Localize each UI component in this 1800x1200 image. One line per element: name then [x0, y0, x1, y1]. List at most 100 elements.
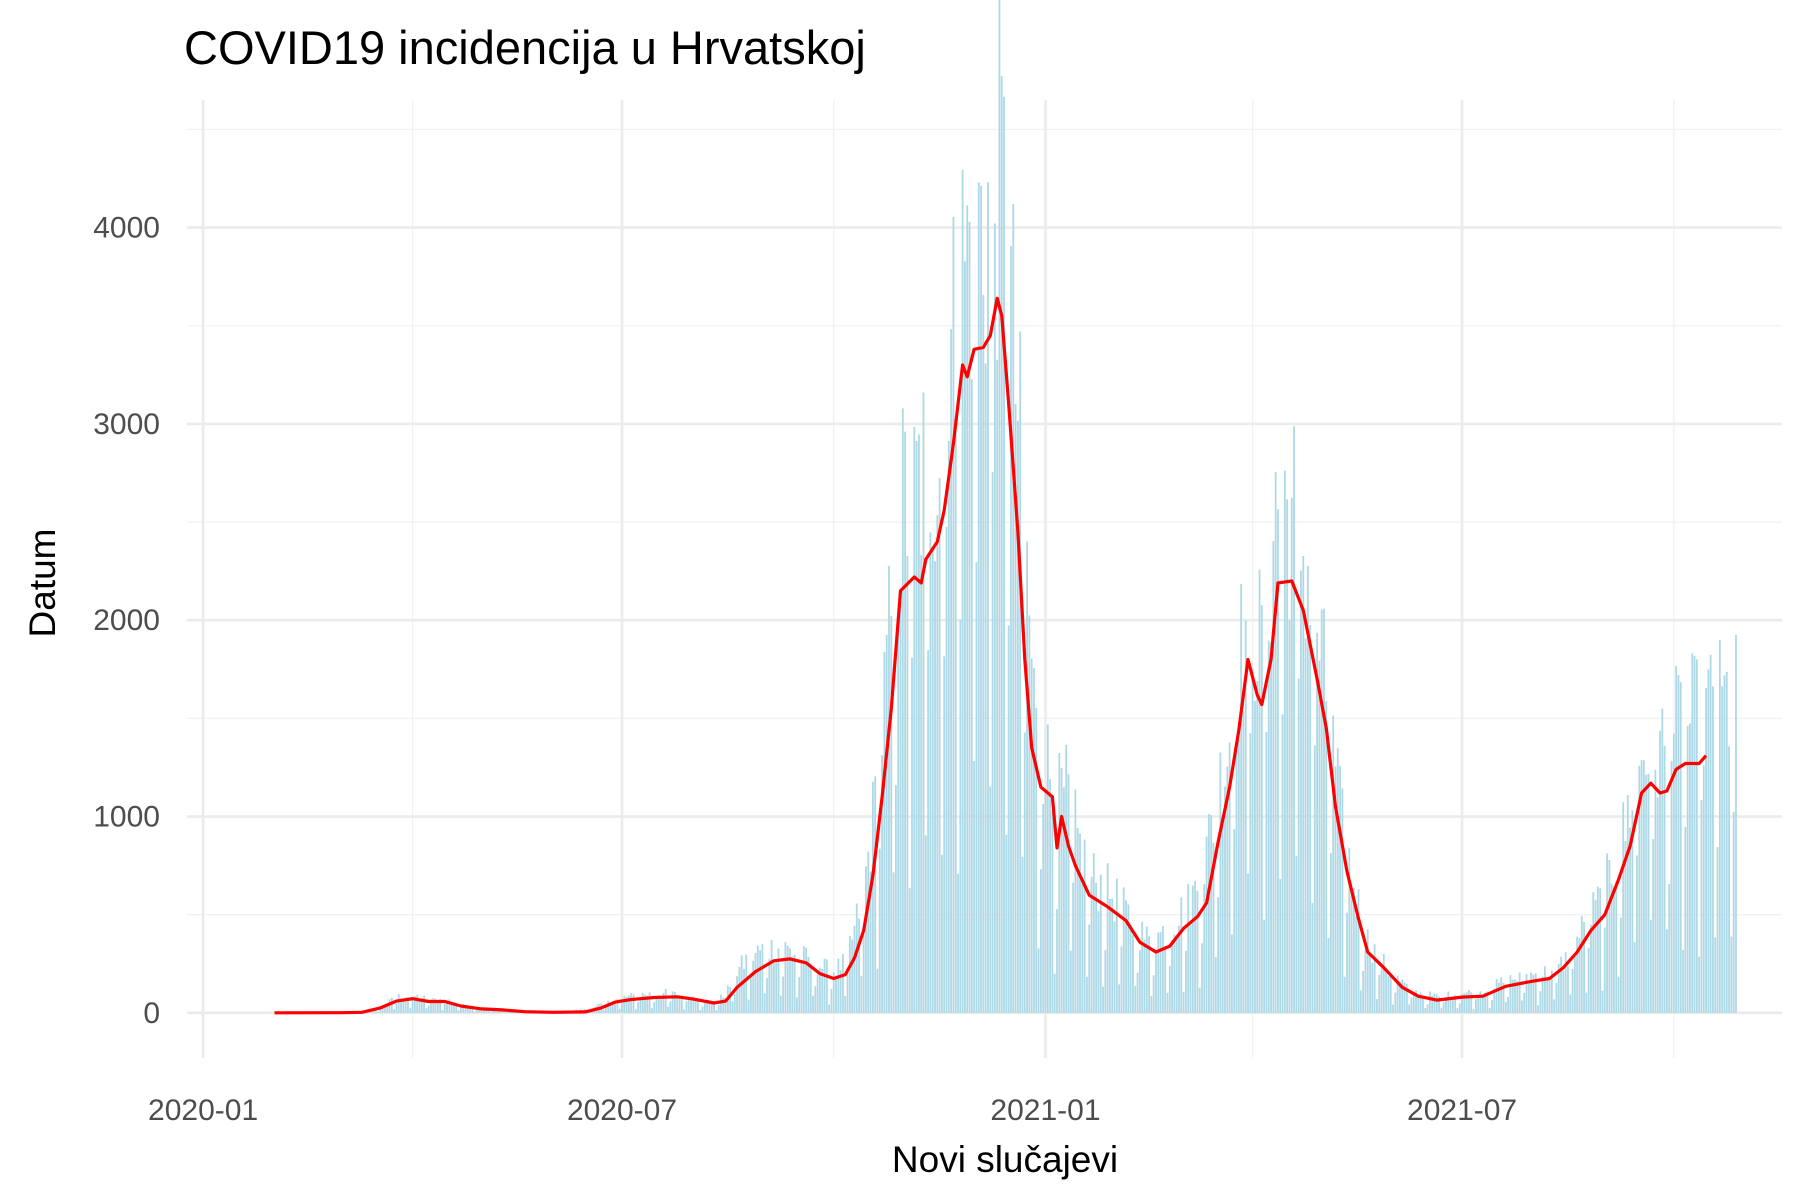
- bar: [609, 1002, 612, 1013]
- bar: [848, 936, 851, 1013]
- bar: [1180, 897, 1183, 1013]
- bar: [630, 993, 633, 1013]
- bar: [628, 995, 630, 1013]
- bar: [1231, 934, 1233, 1013]
- bar: [888, 565, 890, 1013]
- bar: [991, 471, 994, 1013]
- bar: [1463, 993, 1466, 1013]
- bar: [499, 1010, 501, 1013]
- bar: [1555, 983, 1558, 1013]
- bar: [386, 1003, 389, 1013]
- bar: [1732, 811, 1735, 1013]
- bar: [819, 967, 821, 1013]
- bar: [1141, 921, 1144, 1013]
- bar: [1684, 826, 1687, 1013]
- y-tick-label: 1000: [93, 801, 160, 834]
- bar: [1194, 880, 1196, 1013]
- bar: [918, 434, 920, 1013]
- bar: [1240, 583, 1243, 1013]
- bar: [1643, 760, 1645, 1013]
- bar: [1300, 570, 1302, 1013]
- bar: [1357, 889, 1360, 1013]
- bar: [409, 1008, 412, 1013]
- bar: [1044, 793, 1047, 1013]
- bar: [1698, 956, 1701, 1013]
- bar: [1438, 996, 1440, 1013]
- bar: [1419, 992, 1422, 1013]
- bar: [683, 1009, 686, 1013]
- bar: [881, 755, 883, 1013]
- y-axis-title: Datum: [22, 529, 63, 638]
- bar: [789, 948, 791, 1013]
- bar: [1626, 795, 1629, 1013]
- bar: [1311, 903, 1314, 1013]
- y-tick-label: 2000: [93, 604, 160, 637]
- bar: [722, 997, 725, 1013]
- bar: [1095, 882, 1098, 1013]
- bar: [1456, 1008, 1459, 1013]
- bar: [1260, 605, 1263, 1013]
- bar: [1309, 624, 1312, 1013]
- bar: [374, 1010, 377, 1013]
- bar: [733, 993, 736, 1013]
- bar: [1479, 991, 1482, 1013]
- bar: [1134, 986, 1137, 1013]
- y-tick-label: 4000: [93, 212, 160, 245]
- bar: [1493, 988, 1496, 1013]
- bar: [862, 934, 865, 1013]
- bar: [947, 440, 950, 1013]
- bar: [1426, 1004, 1429, 1013]
- bar: [1081, 880, 1084, 1013]
- bar: [1659, 730, 1661, 1013]
- bar: [1039, 869, 1042, 1013]
- bar: [1150, 995, 1153, 1013]
- bar: [616, 999, 619, 1013]
- bar: [1143, 939, 1146, 1013]
- bar: [1495, 978, 1498, 1013]
- bar: [1382, 953, 1385, 1013]
- bar: [1366, 929, 1369, 1013]
- bar: [816, 974, 819, 1013]
- bar: [798, 977, 801, 1013]
- bar: [1125, 900, 1127, 1013]
- bar: [1014, 404, 1017, 1013]
- bar: [1461, 994, 1463, 1013]
- bar: [1155, 951, 1157, 1013]
- bar: [1624, 840, 1627, 1013]
- bar: [1074, 789, 1077, 1013]
- bar: [761, 943, 764, 1013]
- bar: [471, 1005, 474, 1013]
- bar: [676, 996, 679, 1013]
- bar: [407, 996, 409, 1013]
- bar: [1527, 980, 1530, 1013]
- bar: [1173, 934, 1176, 1013]
- bar: [745, 954, 748, 1013]
- bar: [1481, 996, 1484, 1013]
- bar: [1145, 926, 1148, 1013]
- bar: [796, 997, 798, 1013]
- bar: [793, 954, 796, 1013]
- bar: [1258, 569, 1261, 1013]
- bar: [664, 988, 667, 1013]
- bar: [685, 1001, 688, 1013]
- bar: [1693, 655, 1696, 1013]
- bar: [1548, 978, 1551, 1013]
- bar: [1486, 991, 1489, 1013]
- bar: [1532, 974, 1535, 1013]
- bar: [1056, 909, 1058, 1013]
- bar: [660, 996, 663, 1013]
- bar: [1610, 883, 1613, 1013]
- bar: [1079, 833, 1081, 1013]
- bar: [1613, 886, 1615, 1013]
- bar: [644, 994, 646, 1013]
- bar: [980, 185, 982, 1013]
- bar: [1728, 746, 1730, 1013]
- bar: [791, 956, 794, 1013]
- bar: [1700, 800, 1703, 1013]
- bar: [1171, 940, 1173, 1013]
- bar: [1244, 620, 1247, 1013]
- bar: [1656, 797, 1659, 1013]
- bar: [773, 962, 775, 1013]
- bar: [632, 994, 635, 1013]
- bar: [1702, 765, 1705, 1013]
